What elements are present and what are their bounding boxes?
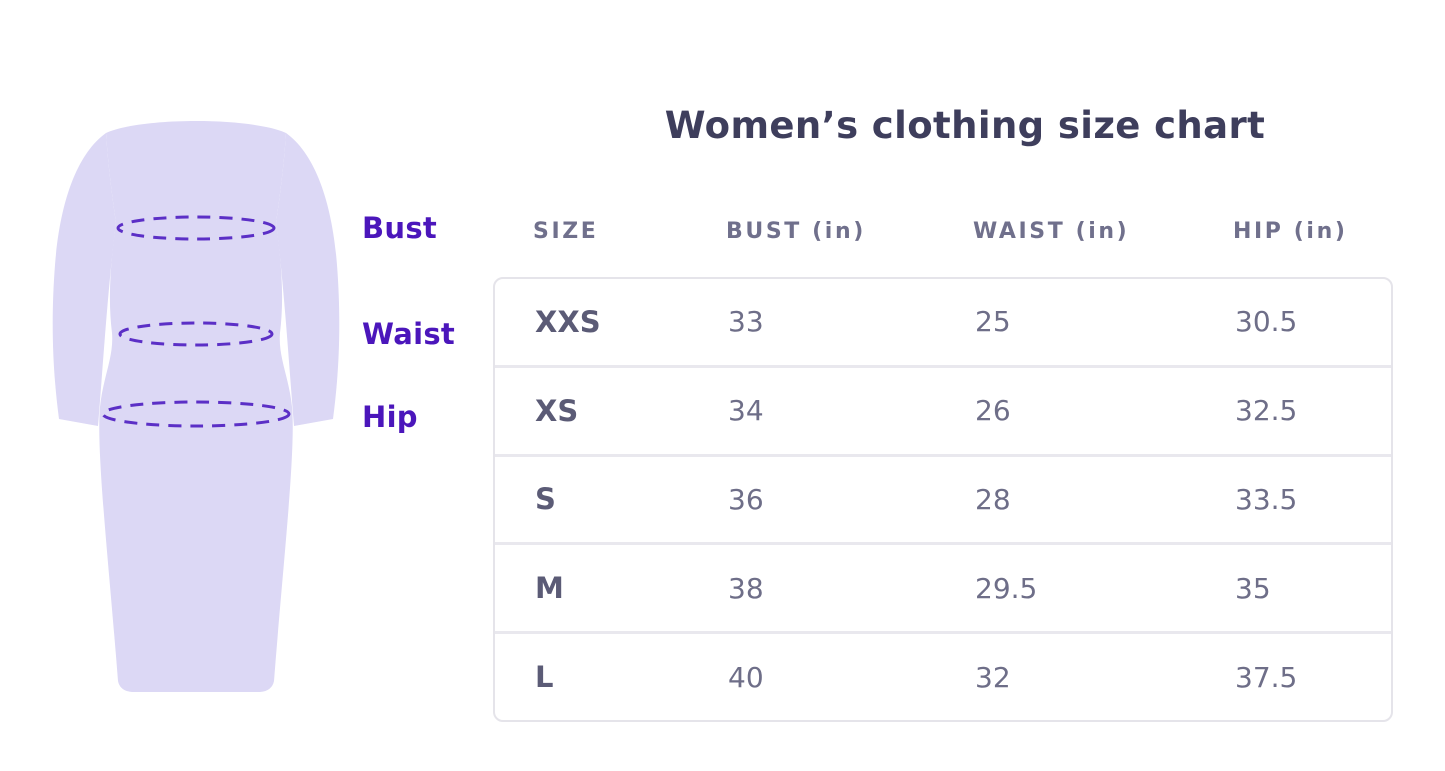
dress-body bbox=[99, 121, 293, 692]
waist-cell: 26 bbox=[975, 394, 1011, 428]
bust-cell: 36 bbox=[728, 482, 764, 516]
waist-measure-ellipse bbox=[118, 321, 274, 347]
page-title: Women’s clothing size chart bbox=[664, 104, 1266, 147]
table-row: XS 34 26 32.5 bbox=[495, 364, 1391, 454]
waist-cell: 29.5 bbox=[975, 571, 1038, 605]
dress-silhouette bbox=[52, 121, 340, 692]
table-row: S 36 28 33.5 bbox=[495, 453, 1391, 543]
dress-left-sleeve bbox=[52, 133, 116, 426]
bust-measure-ellipse bbox=[116, 215, 276, 241]
hip-cell: 30.5 bbox=[1235, 305, 1298, 339]
hip-measure-ellipse bbox=[101, 400, 291, 428]
size-table-header: SIZE BUST (in) WAIST (in) HIP (in) bbox=[493, 219, 1393, 244]
hip-cell: 33.5 bbox=[1235, 482, 1298, 516]
size-cell: S bbox=[535, 482, 556, 517]
bust-cell: 34 bbox=[728, 394, 764, 428]
column-header-bust: BUST (in) bbox=[726, 219, 866, 244]
column-header-hip: HIP (in) bbox=[1233, 219, 1348, 244]
size-cell: L bbox=[535, 660, 554, 695]
table-row: M 38 29.5 35 bbox=[495, 542, 1391, 631]
column-header-size: SIZE bbox=[533, 219, 599, 244]
size-cell: M bbox=[535, 571, 564, 606]
measurement-label-hip: Hip bbox=[362, 400, 418, 434]
table-row: L 40 32 37.5 bbox=[495, 631, 1391, 720]
column-header-waist: WAIST (in) bbox=[973, 219, 1130, 244]
hip-cell: 32.5 bbox=[1235, 394, 1298, 428]
dress-right-sleeve bbox=[276, 133, 340, 426]
bust-cell: 40 bbox=[728, 660, 764, 694]
dress-figure-svg bbox=[52, 121, 340, 692]
waist-cell: 25 bbox=[975, 305, 1011, 339]
waist-cell: 32 bbox=[975, 660, 1011, 694]
hip-cell: 35 bbox=[1235, 571, 1271, 605]
size-table-body: XXS 33 25 30.5 XS 34 26 32.5 S 36 28 33.… bbox=[493, 277, 1393, 722]
measurement-label-waist: Waist bbox=[362, 317, 456, 351]
measurement-label-bust: Bust bbox=[362, 211, 438, 245]
bust-cell: 33 bbox=[728, 305, 764, 339]
hip-cell: 37.5 bbox=[1235, 660, 1298, 694]
size-cell: XS bbox=[535, 393, 579, 428]
size-cell: XXS bbox=[535, 304, 601, 339]
waist-cell: 28 bbox=[975, 482, 1011, 516]
bust-cell: 38 bbox=[728, 571, 764, 605]
table-row: XXS 33 25 30.5 bbox=[495, 279, 1391, 365]
